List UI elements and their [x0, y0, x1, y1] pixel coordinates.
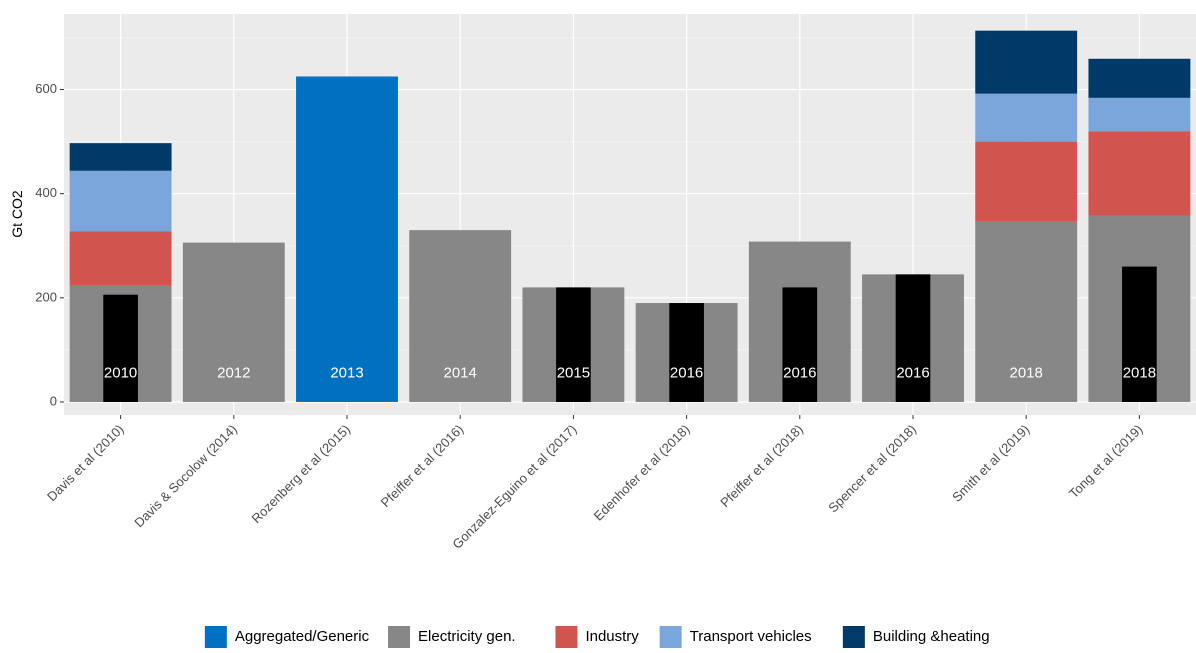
- x-tick-label: Edenhofer et al (2018): [591, 422, 693, 524]
- x-tick-label: Smith et al (2019): [949, 422, 1032, 505]
- legend: Aggregated/Generic Electricity gen. Indust…: [204, 626, 990, 648]
- overlay-bar: [1122, 266, 1157, 402]
- x-tick-label: Davis & Socolow (2014): [131, 422, 240, 531]
- year-label: 2015: [557, 364, 590, 381]
- legend-swatch: [555, 626, 578, 648]
- year-label: 2016: [670, 364, 703, 381]
- x-axis: Davis et al (2010) Davis & Socolow (2014)…: [44, 415, 1146, 552]
- y-tick-label: 600: [35, 81, 57, 96]
- bar-segment-industry: [1088, 131, 1191, 216]
- year-label: 2013: [330, 364, 363, 381]
- year-label: 2016: [783, 364, 816, 381]
- bar-segment-building-heating: [975, 30, 1078, 94]
- overlay-bar: [782, 287, 818, 402]
- bar-segment-transport-vehicles: [1088, 97, 1191, 132]
- x-tick-label: Pfeiffer et al (2018): [717, 422, 806, 511]
- y-axis-title: Gt CO2: [9, 190, 25, 238]
- bar-segment-industry: [69, 231, 172, 286]
- legend-label: Building &heating: [873, 628, 990, 645]
- legend-label: Industry: [585, 628, 639, 645]
- bar-segment-transport-vehicles: [69, 170, 172, 232]
- legend-swatch: [842, 626, 865, 648]
- legend-label: Transport vehicles: [690, 628, 812, 645]
- x-tick-label: Rozenberg et al (2015): [248, 422, 353, 527]
- legend-label: Aggregated/Generic: [235, 628, 370, 645]
- legend-swatch: [388, 626, 411, 648]
- year-label: 2010: [104, 364, 137, 381]
- bar-segment-electricity-gen-: [975, 221, 1078, 402]
- bars-layer: [69, 30, 1191, 402]
- legend-label: Electricity gen.: [418, 628, 516, 645]
- overlay-bar: [895, 274, 931, 402]
- bar-segment-building-heating: [69, 143, 172, 171]
- bar-segment-building-heating: [1088, 58, 1191, 98]
- bar-segment-transport-vehicles: [975, 93, 1078, 142]
- bar-segment-industry: [975, 141, 1078, 222]
- overlay-bar: [669, 303, 704, 402]
- overlay-bar: [556, 287, 591, 402]
- y-axis: 0 200 400 600: [35, 81, 64, 408]
- x-tick-label: Davis et al (2010): [44, 422, 127, 505]
- x-tick-label: Gonzalez-Eguino et al (2017): [449, 422, 579, 552]
- bar-segment-aggregated-generic: [296, 76, 398, 402]
- year-label: 2018: [1123, 364, 1156, 381]
- year-label: 2012: [217, 364, 250, 381]
- year-labels-layer: 2010 2012 2013 2014 2015 2016 2016 2016 2018 2018: [104, 364, 1156, 381]
- year-label: 2014: [444, 364, 477, 381]
- y-tick-label: 400: [35, 185, 57, 200]
- bar-segment-electricity-gen-: [182, 242, 285, 402]
- year-label: 2016: [896, 364, 929, 381]
- x-tick-label: Pfeiffer et al (2016): [378, 422, 467, 511]
- legend-swatch: [659, 626, 682, 648]
- y-tick-label: 200: [35, 289, 57, 304]
- legend-swatch: [204, 626, 227, 648]
- year-label: 2018: [1010, 364, 1043, 381]
- overlay-bar: [103, 294, 138, 402]
- x-tick-label: Tong et al (2019): [1066, 422, 1146, 502]
- x-tick-label: Spencer et al (2018): [825, 422, 919, 516]
- bar-segment-electricity-gen-: [409, 230, 512, 402]
- y-tick-label: 0: [50, 393, 57, 408]
